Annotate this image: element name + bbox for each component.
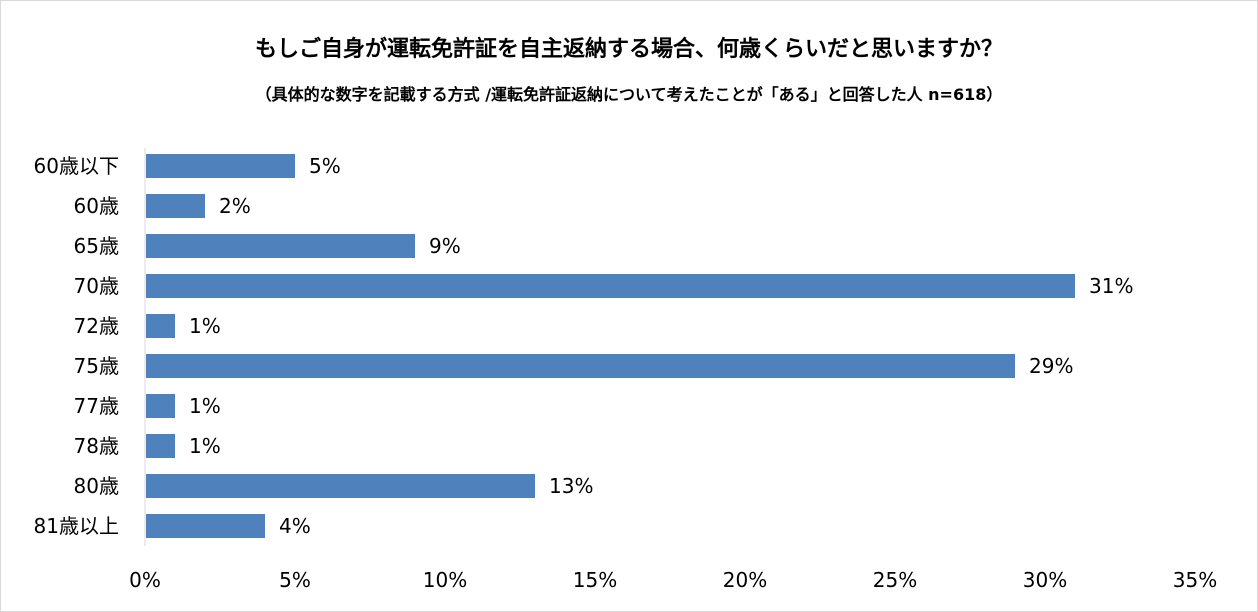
- category-label: 77歳: [74, 394, 119, 418]
- x-tick-label: 25%: [873, 568, 917, 592]
- category-label: 75歳: [74, 354, 119, 378]
- category-label: 80歳: [74, 474, 119, 498]
- category-label: 72歳: [74, 314, 119, 338]
- value-label: 2%: [219, 194, 251, 218]
- x-tick-label: 5%: [279, 568, 311, 592]
- category-label: 70歳: [74, 274, 119, 298]
- bar: [146, 234, 415, 258]
- bar: [146, 194, 205, 218]
- value-label: 1%: [189, 394, 221, 418]
- x-tick-label: 30%: [1023, 568, 1067, 592]
- x-tick-label: 20%: [723, 568, 767, 592]
- value-label: 29%: [1029, 354, 1073, 378]
- value-label: 1%: [189, 434, 221, 458]
- category-label: 78歳: [74, 434, 119, 458]
- category-label: 65歳: [74, 234, 119, 258]
- x-tick-label: 0%: [129, 568, 161, 592]
- chart-title: もしご自身が運転免許証を自主返納する場合、何歳くらいだと思いますか？: [254, 37, 1003, 62]
- value-label: 5%: [309, 154, 341, 178]
- chart-subtitle: （具体的な数字を記載する方式 /運転免許証返納について考えたことが「ある」と回答…: [255, 85, 1003, 104]
- category-label: 81歳以上: [34, 514, 119, 538]
- value-label: 9%: [429, 234, 461, 258]
- value-label: 1%: [189, 314, 221, 338]
- bar: [146, 274, 1075, 298]
- bar: [146, 314, 175, 338]
- bar: [146, 394, 175, 418]
- value-label: 31%: [1089, 274, 1133, 298]
- bar: [146, 514, 265, 538]
- bar: [146, 434, 175, 458]
- value-label: 4%: [279, 514, 311, 538]
- x-tick-label: 10%: [423, 568, 467, 592]
- bar: [146, 474, 535, 498]
- bar: [146, 354, 1015, 378]
- bar: [146, 154, 295, 178]
- category-label: 60歳以下: [34, 154, 119, 178]
- value-label: 13%: [549, 474, 593, 498]
- x-tick-label: 35%: [1173, 568, 1217, 592]
- category-label: 60歳: [74, 194, 119, 218]
- x-tick-label: 15%: [573, 568, 617, 592]
